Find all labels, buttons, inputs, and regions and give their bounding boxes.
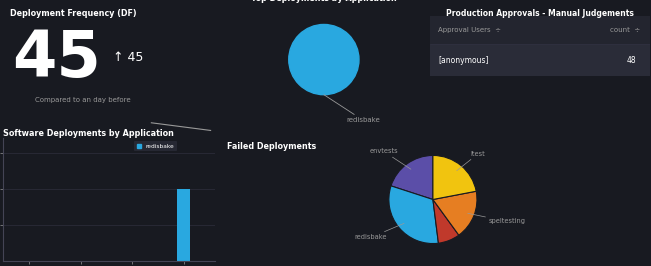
FancyBboxPatch shape: [430, 15, 650, 44]
Text: redisbake: redisbake: [355, 223, 404, 240]
Text: ltest: ltest: [457, 151, 486, 171]
Legend: redisbake: redisbake: [134, 141, 177, 151]
Wedge shape: [389, 186, 438, 244]
Text: 45: 45: [12, 28, 101, 90]
Text: Software Deployments by Application: Software Deployments by Application: [3, 128, 174, 138]
Text: Top Deployments by Application: Top Deployments by Application: [251, 0, 396, 3]
Text: Production Approvals - Manual Judgements: Production Approvals - Manual Judgements: [446, 9, 633, 18]
Wedge shape: [433, 191, 477, 235]
Text: ↑ 45: ↑ 45: [113, 51, 144, 64]
Text: speltesting: speltesting: [467, 213, 525, 225]
Text: envtests: envtests: [369, 148, 411, 169]
Text: 48: 48: [627, 56, 637, 65]
Wedge shape: [433, 155, 476, 200]
Text: Compared to an day before: Compared to an day before: [35, 97, 131, 103]
Text: Failed Deployments: Failed Deployments: [227, 142, 316, 151]
FancyBboxPatch shape: [430, 45, 650, 76]
Wedge shape: [433, 200, 459, 243]
Text: redisbake: redisbake: [324, 95, 380, 123]
Bar: [178, 189, 190, 261]
Text: Approval Users  ÷: Approval Users ÷: [439, 27, 501, 32]
Text: count  ÷: count ÷: [610, 27, 641, 32]
Circle shape: [289, 24, 359, 95]
Text: Deployment Frequency (DF): Deployment Frequency (DF): [10, 9, 136, 18]
Wedge shape: [391, 155, 433, 200]
Text: [anonymous]: [anonymous]: [439, 56, 489, 65]
